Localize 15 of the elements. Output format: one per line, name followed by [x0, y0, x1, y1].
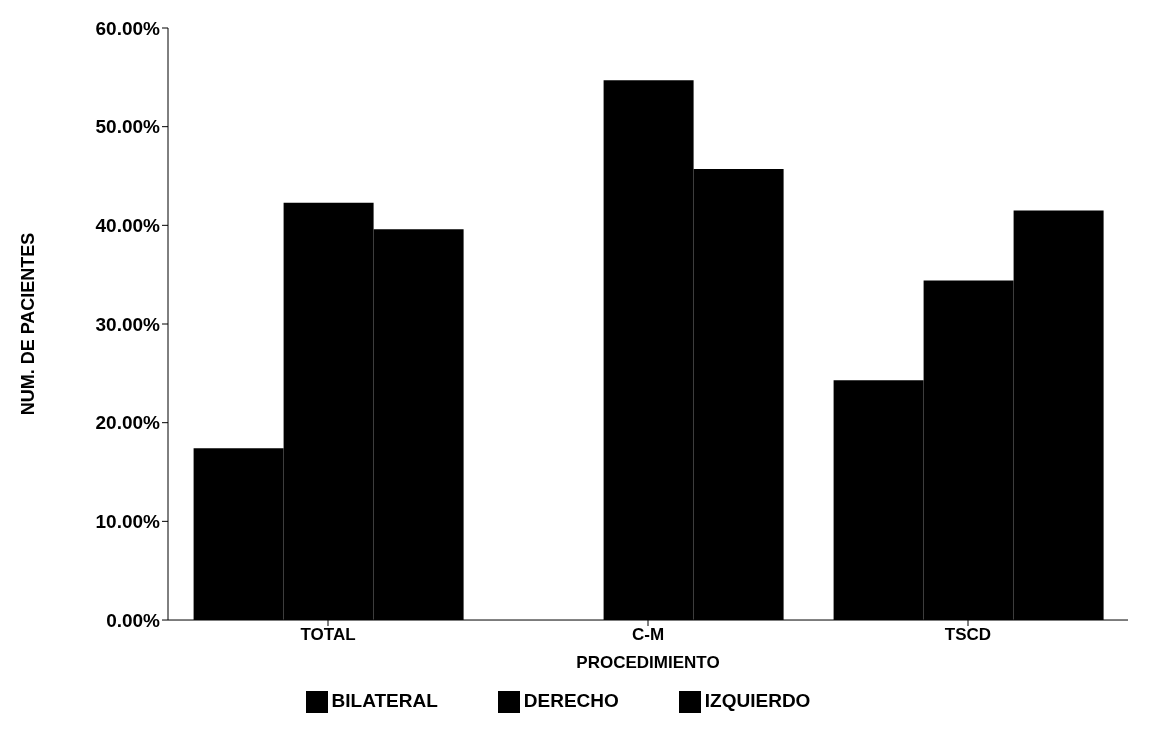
y-tick-label: 20.00%: [95, 412, 161, 434]
y-tick-label: 40.00%: [95, 215, 161, 237]
legend-label: BILATERAL: [331, 690, 438, 712]
legend-label: DERECHO: [523, 690, 619, 712]
y-tick-label: 10.00%: [95, 511, 161, 533]
y-tick-label: 0.00%: [106, 609, 161, 631]
x-tick-label: TSCD: [944, 625, 992, 645]
x-tick-label: TOTAL: [300, 625, 356, 645]
y-tick-label: 30.00%: [95, 313, 161, 335]
x-tick-label: C-M: [631, 625, 665, 645]
y-tick-label: 60.00%: [95, 17, 161, 39]
legend-label: IZQUIERDO: [704, 690, 811, 712]
y-tick-label: 50.00%: [95, 116, 161, 138]
y-axis-title: NUM. DE PACIENTES: [18, 232, 39, 416]
x-axis-title: PROCEDIMIENTO: [576, 653, 720, 673]
